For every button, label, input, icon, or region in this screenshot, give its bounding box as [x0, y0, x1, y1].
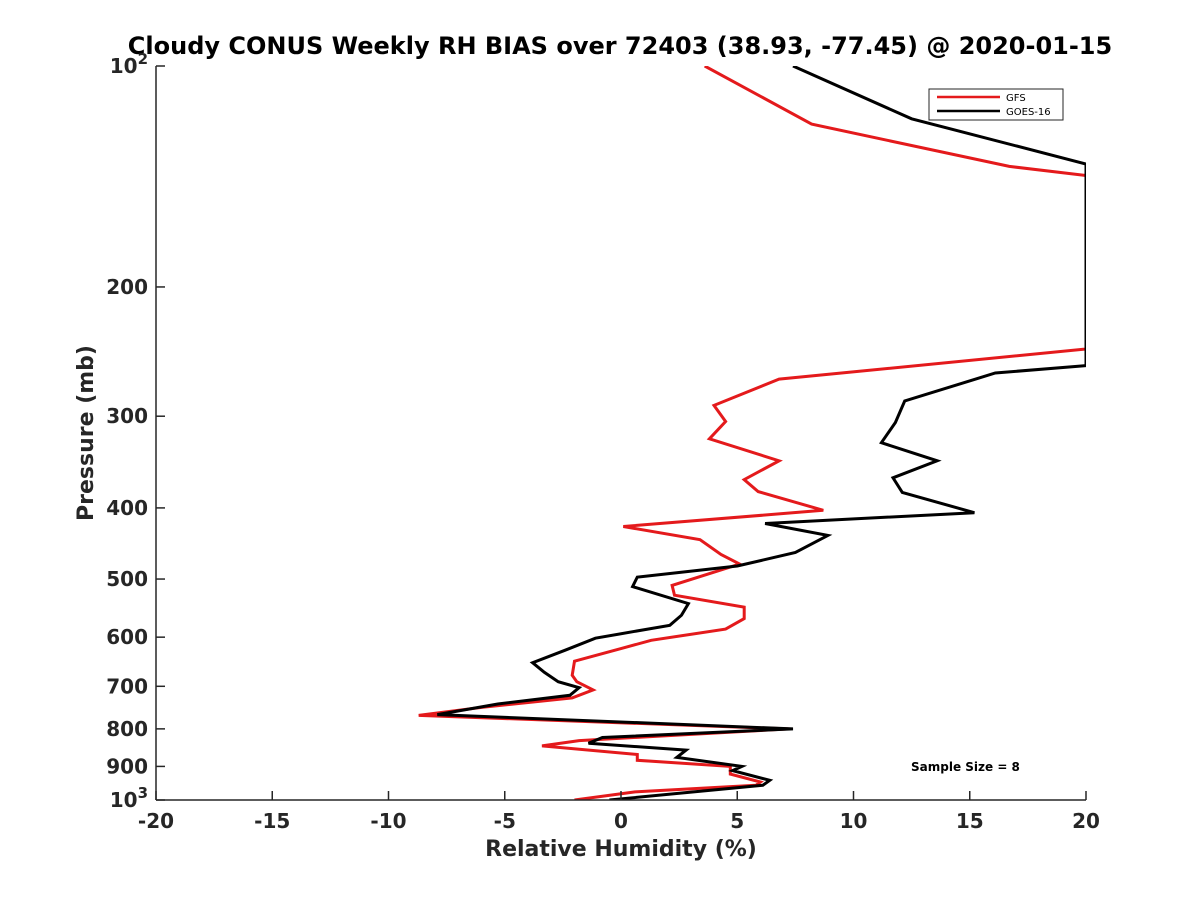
y-tick-label: 200	[106, 275, 148, 299]
x-tick-label: 10	[840, 809, 868, 833]
x-tick-label: -5	[494, 809, 516, 833]
x-tick-label: 20	[1072, 809, 1100, 833]
x-tick-label: 5	[730, 809, 744, 833]
y-tick-label: 300	[106, 404, 148, 428]
series-layer	[418, 66, 1086, 800]
legend-label-goes16: GOES-16	[1006, 107, 1051, 118]
y-tick-label: 900	[106, 754, 148, 778]
plot-area: -20 -15 -10 -5 0 5 10 15 20 102 200 300 400 500 600 70…	[106, 50, 1100, 833]
sample-size-annotation: Sample Size = 8	[911, 760, 1020, 774]
y-tick-label: 600	[106, 625, 148, 649]
y-axis-label: Pressure (mb)	[74, 345, 99, 521]
legend: GFS GOES-16	[928, 88, 1064, 121]
series-line-goes16	[437, 66, 1086, 800]
y-ticks: 102 200 300 400 500 600 700 800 900 103	[106, 50, 165, 812]
x-axis-label: Relative Humidity (%)	[485, 837, 757, 862]
y-tick-label: 800	[106, 717, 148, 741]
series-line-gfs	[418, 66, 1086, 800]
y-tick-label: 102	[110, 50, 148, 78]
x-tick-label: -15	[254, 809, 290, 833]
chart-title: Cloudy CONUS Weekly RH BIAS over 72403 (…	[128, 32, 1112, 60]
y-tick-label: 500	[106, 567, 148, 591]
x-tick-label: -10	[370, 809, 406, 833]
legend-box	[928, 88, 1064, 121]
legend-label-gfs: GFS	[1006, 93, 1026, 104]
x-tick-label: 15	[956, 809, 984, 833]
y-tick-label: 103	[110, 784, 148, 812]
x-tick-label: 0	[614, 809, 628, 833]
x-tick-label: -20	[138, 809, 174, 833]
y-tick-label: 400	[106, 496, 148, 520]
x-ticks: -20 -15 -10 -5 0 5 10 15 20	[138, 791, 1100, 833]
y-tick-label: 700	[106, 674, 148, 698]
